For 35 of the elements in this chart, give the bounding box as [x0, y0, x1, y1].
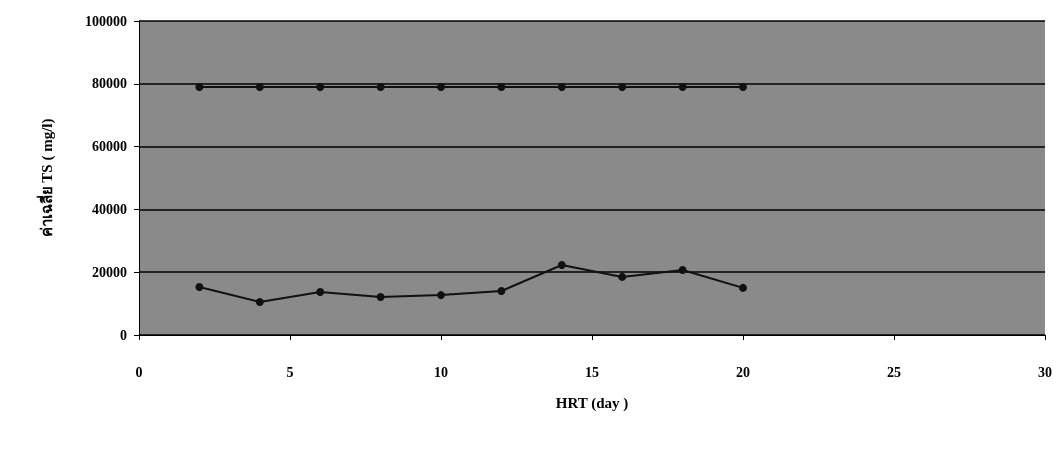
x-tick-label: 25: [887, 364, 901, 380]
y-tick-label: 0: [120, 327, 127, 343]
point: [376, 293, 385, 301]
x-axis-title: HRT (day ): [555, 394, 629, 412]
point: [316, 82, 325, 91]
y-tick-label: 60000: [92, 139, 127, 155]
point: [739, 82, 747, 91]
point: [618, 272, 627, 281]
y-tick-label: 80000: [92, 76, 127, 92]
point: [255, 82, 264, 91]
x-tick-label: 0: [135, 364, 143, 380]
y-tick-label: 20000: [92, 264, 127, 280]
x-tick-label: 15: [585, 364, 599, 380]
point: [195, 82, 204, 91]
x-tick-label: 20: [736, 364, 750, 380]
y-tick-label: 40000: [92, 201, 127, 217]
point: [195, 282, 204, 291]
x-tick-label: 30: [1038, 364, 1052, 380]
point: [678, 266, 687, 274]
y-tick-label: 100000: [85, 13, 127, 29]
y-axis-title: ค่าเฉลี่ย TS ( mg/l): [35, 118, 56, 238]
point: [557, 82, 566, 91]
point: [497, 287, 506, 296]
x-tick-label: 10: [434, 364, 448, 380]
x-tick-label: 5: [286, 364, 294, 380]
point: [678, 82, 687, 91]
point: [497, 82, 506, 91]
point: [437, 291, 445, 300]
point: [437, 82, 445, 91]
point: [316, 287, 325, 296]
point: [376, 82, 385, 91]
point: [739, 283, 747, 292]
point: [618, 82, 627, 91]
point: [255, 298, 264, 307]
point: [557, 260, 566, 269]
